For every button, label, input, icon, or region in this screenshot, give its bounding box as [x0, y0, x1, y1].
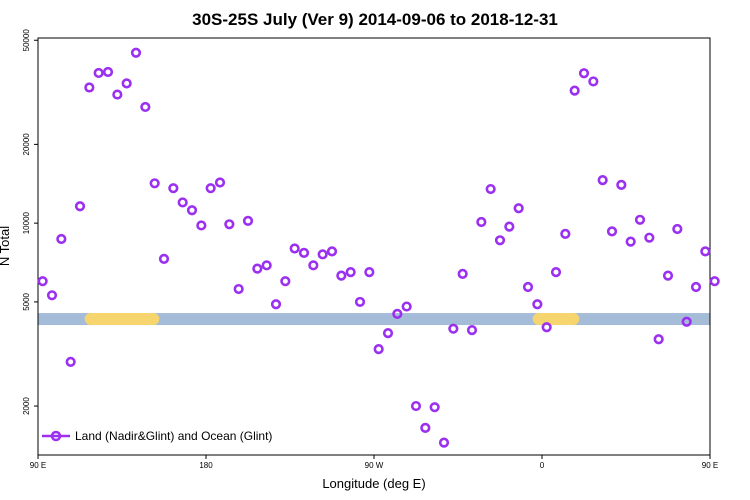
- data-point: [224, 219, 235, 230]
- y-tick-label: 5000: [22, 292, 31, 310]
- data-point: [121, 78, 132, 89]
- y-tick-label: 20000: [22, 133, 31, 156]
- data-point: [373, 344, 384, 355]
- x-tick-label: 180: [199, 461, 213, 470]
- data-point: [700, 246, 711, 257]
- data-points: [37, 47, 720, 448]
- data-point: [560, 228, 571, 239]
- data-point: [522, 281, 534, 293]
- data-point: [672, 223, 683, 235]
- data-point: [532, 299, 543, 310]
- data-point: [438, 437, 450, 448]
- x-axis: 90 E 180 90 W 0 90 E: [30, 455, 718, 470]
- data-point: [308, 260, 319, 271]
- data-point: [616, 179, 627, 191]
- legend-label: Land (Nadir&Glint) and Ocean (Glint): [75, 429, 272, 443]
- data-point: [252, 263, 263, 274]
- data-point: [690, 281, 702, 293]
- data-point: [130, 47, 142, 58]
- data-point: [588, 76, 599, 87]
- legend: Land (Nadir&Glint) and Ocean (Glint): [42, 429, 272, 443]
- data-point: [93, 67, 104, 79]
- surface-band: [38, 313, 710, 326]
- data-point: [513, 203, 524, 214]
- data-point: [168, 183, 179, 194]
- data-point: [392, 308, 403, 319]
- data-point: [46, 290, 58, 301]
- data-point: [448, 323, 459, 334]
- data-point: [420, 422, 431, 434]
- plot-frame: [37, 37, 711, 456]
- y-tick-label: 50000: [22, 29, 31, 52]
- data-point: [74, 201, 86, 212]
- data-point: [65, 356, 76, 367]
- data-point: [597, 175, 608, 186]
- data-point: [345, 267, 356, 278]
- x-axis-title: Longitude (deg E): [322, 476, 425, 491]
- data-point: [382, 328, 394, 339]
- data-point: [653, 334, 664, 345]
- data-point: [196, 220, 207, 231]
- data-point: [401, 301, 412, 312]
- data-point: [270, 299, 282, 310]
- data-point: [550, 267, 562, 278]
- x-tick-label: 90 E: [30, 461, 46, 470]
- data-point: [429, 402, 440, 413]
- data-point: [606, 226, 618, 237]
- data-point: [37, 276, 48, 287]
- chart-title: 30S-25S July (Ver 9) 2014-09-06 to 2018-…: [192, 10, 558, 29]
- data-point: [158, 253, 170, 265]
- data-point: [504, 221, 515, 232]
- data-point: [112, 89, 123, 100]
- data-point: [410, 400, 422, 412]
- data-point: [457, 268, 468, 279]
- data-point: [485, 183, 496, 195]
- data-point: [298, 247, 310, 258]
- data-point: [149, 178, 160, 189]
- data-point: [326, 246, 338, 257]
- x-tick-label: 0: [540, 461, 545, 470]
- data-point: [317, 249, 328, 260]
- data-point: [644, 232, 655, 243]
- data-point: [242, 215, 254, 226]
- data-point: [205, 183, 216, 194]
- data-point: [634, 214, 646, 225]
- x-tick-label: 90 W: [365, 461, 384, 470]
- data-point: [494, 235, 506, 246]
- data-point: [56, 233, 67, 245]
- data-point: [625, 236, 636, 247]
- data-point: [662, 270, 674, 281]
- y-axis-title: N Total: [0, 226, 12, 266]
- data-point: [336, 270, 347, 281]
- data-point: [84, 82, 95, 93]
- data-point: [261, 260, 272, 271]
- y-tick-label: 10000: [22, 211, 31, 234]
- data-point: [280, 276, 291, 287]
- y-axis: 2000 5000 10000 20000 50000: [22, 29, 38, 415]
- data-point: [102, 66, 114, 78]
- data-point: [140, 101, 151, 113]
- x-tick-label: 90 E: [702, 461, 718, 470]
- data-point: [466, 325, 478, 336]
- data-point: [233, 283, 244, 295]
- data-point: [214, 177, 226, 188]
- data-point: [364, 267, 375, 278]
- data-point: [709, 276, 720, 287]
- data-point: [569, 85, 580, 96]
- data-point: [186, 205, 198, 216]
- data-point: [354, 296, 366, 308]
- data-point: [541, 322, 552, 333]
- y-tick-label: 2000: [22, 397, 31, 415]
- data-point: [578, 68, 590, 79]
- land-band-segment: [532, 313, 580, 326]
- land-band-segment: [84, 313, 160, 326]
- data-point: [289, 243, 300, 254]
- data-point: [681, 316, 692, 327]
- data-point: [177, 197, 188, 208]
- legend-marker: [50, 430, 62, 442]
- data-point: [476, 216, 487, 228]
